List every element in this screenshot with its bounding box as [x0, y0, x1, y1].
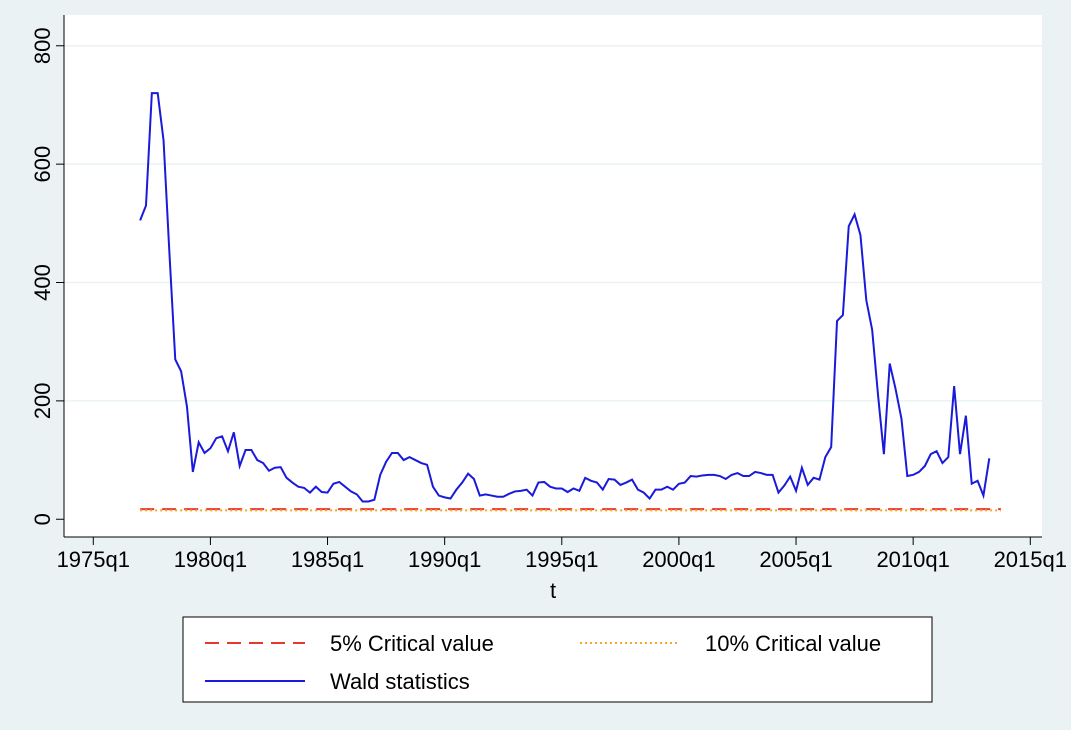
legend-label: Wald statistics [330, 669, 470, 694]
x-tick-label: 1985q1 [291, 547, 364, 572]
y-tick-label: 800 [30, 27, 55, 64]
x-tick-label: 2010q1 [876, 547, 949, 572]
x-tick-label: 1975q1 [57, 547, 130, 572]
x-tick-label: 2015q1 [994, 547, 1067, 572]
legend-label: 5% Critical value [330, 631, 494, 656]
data-line [139, 92, 991, 503]
y-tick-label: 0 [30, 513, 55, 525]
x-tick-label: 2005q1 [759, 547, 832, 572]
legend-label: 10% Critical value [705, 631, 881, 656]
x-tick-label: 1995q1 [525, 547, 598, 572]
plot-area [64, 15, 1042, 537]
legend [182, 616, 933, 703]
y-tick-label: 600 [30, 146, 55, 183]
x-tick-label: 2000q1 [642, 547, 715, 572]
y-tick-label: 400 [30, 264, 55, 301]
y-tick-label: 200 [30, 383, 55, 420]
x-tick-label: 1990q1 [408, 547, 481, 572]
x-axis-title: t [550, 578, 556, 603]
x-tick-label: 1980q1 [174, 547, 247, 572]
